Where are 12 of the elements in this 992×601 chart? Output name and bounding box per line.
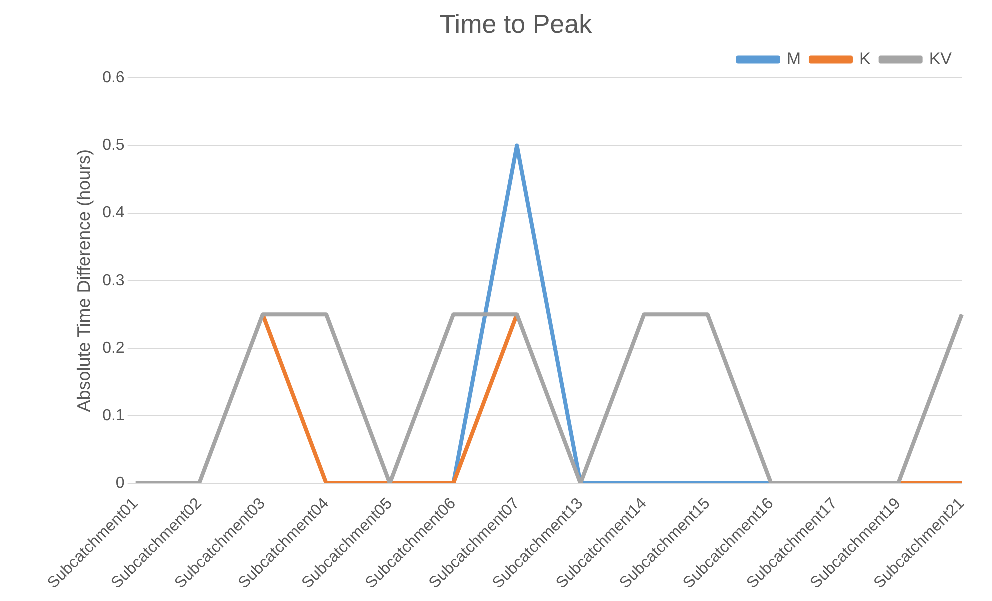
y-tick-label: 0.2	[102, 340, 125, 357]
y-tick-label: 0.4	[102, 204, 125, 222]
chart-title: Time to Peak	[440, 8, 594, 39]
y-tick-label: 0.3	[102, 272, 125, 290]
y-axis-title: Absolute Time Difference (hours)	[74, 149, 94, 412]
y-tick-label: 0.1	[102, 407, 125, 424]
legend-label: KV	[929, 49, 953, 68]
y-tick-label: 0.5	[102, 137, 125, 154]
legend-label: K	[859, 49, 872, 68]
y-tick-label: 0	[116, 474, 125, 492]
legend-label: M	[786, 49, 801, 68]
y-tick-label: 0.6	[102, 70, 125, 87]
